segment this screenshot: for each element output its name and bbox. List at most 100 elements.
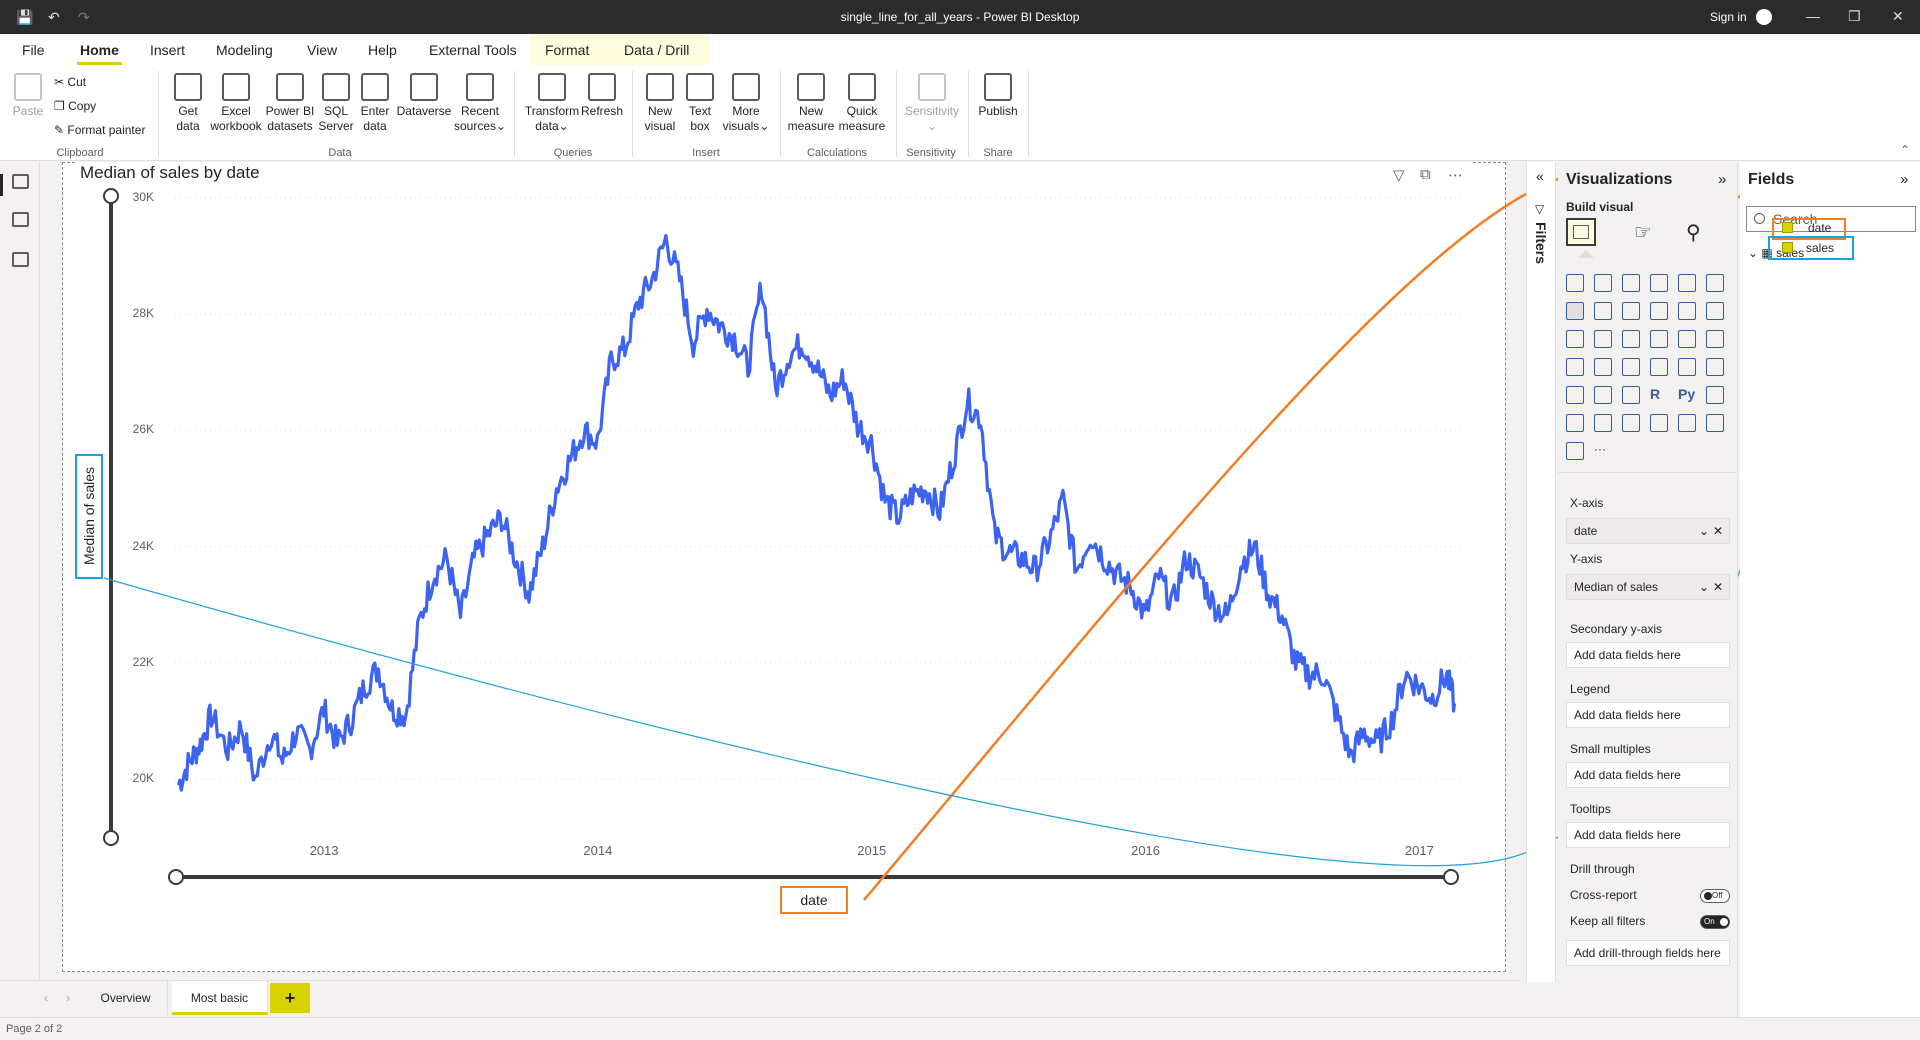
field-date-checkbox[interactable]: [1782, 222, 1793, 233]
visual-type-icon[interactable]: [1566, 414, 1584, 432]
visual-type-icon[interactable]: [1706, 302, 1724, 320]
restore-icon[interactable]: ❐: [1848, 8, 1861, 24]
visual-type-icon[interactable]: [1706, 330, 1724, 348]
menu-format[interactable]: Format: [545, 42, 590, 58]
visual-type-icon[interactable]: [1622, 302, 1640, 320]
visual-type-icon[interactable]: [1566, 386, 1584, 404]
visual-type-icon[interactable]: [1650, 302, 1668, 320]
menu-file[interactable]: File: [22, 42, 45, 58]
focus-mode-icon[interactable]: ⧉: [1420, 166, 1431, 183]
visual-type-icon[interactable]: [1650, 274, 1668, 292]
sensitivity-button[interactable]: Sensitivity ⌄: [900, 73, 964, 134]
format-painter-button[interactable]: ✎ Format painter: [54, 123, 146, 137]
more-options-icon[interactable]: ⋯: [1448, 167, 1463, 184]
minimize-icon[interactable]: —: [1806, 8, 1820, 24]
menu-external-tools[interactable]: External Tools: [429, 42, 517, 58]
small-multiples-well[interactable]: Add data fields here: [1566, 762, 1730, 788]
visual-type-icon[interactable]: [1566, 442, 1584, 460]
secondary-y-well[interactable]: Add data fields here: [1566, 642, 1730, 668]
visual-type-icon[interactable]: [1678, 302, 1696, 320]
menu-home[interactable]: Home: [80, 42, 119, 58]
visual-type-icon[interactable]: [1594, 386, 1612, 404]
text-box-button[interactable]: Text box: [682, 73, 718, 134]
avatar[interactable]: [1756, 9, 1772, 25]
visual-type-icon[interactable]: [1650, 358, 1668, 376]
analytics-icon[interactable]: ⚲: [1686, 222, 1701, 244]
menu-view[interactable]: View: [307, 42, 338, 58]
power-bi-datasets-button[interactable]: Power BI datasets: [264, 73, 316, 134]
collapse-filters-icon[interactable]: «: [1536, 168, 1544, 184]
prev-page-icon[interactable]: ‹: [44, 991, 48, 1005]
x-axis-well[interactable]: date ⌄ ✕: [1566, 518, 1730, 544]
visual-type-icon[interactable]: [1566, 330, 1584, 348]
paste-button[interactable]: Paste: [12, 73, 44, 119]
visual-type-icon[interactable]: [1706, 274, 1724, 292]
tab-most-basic[interactable]: Most basic: [172, 981, 268, 1015]
visual-type-icon[interactable]: [1622, 274, 1640, 292]
y-axis-zoom-handle-top[interactable]: [103, 188, 119, 204]
cross-report-toggle[interactable]: Off: [1700, 889, 1730, 903]
visual-type-icon[interactable]: [1594, 302, 1612, 320]
filters-pane[interactable]: « ▽ Filters: [1526, 162, 1556, 982]
recent-sources-button[interactable]: Recent sources⌄: [454, 73, 506, 134]
sign-in-link[interactable]: Sign in: [1710, 10, 1747, 24]
sql-server-button[interactable]: SQL Server: [316, 73, 356, 134]
x-axis-zoom-handle-left[interactable]: [168, 869, 184, 885]
chevron-down-icon[interactable]: ⌄: [1748, 246, 1759, 260]
visual-type-icon[interactable]: [1622, 386, 1640, 404]
visual-type-icon[interactable]: [1678, 414, 1696, 432]
line-chart-selected-icon[interactable]: [1566, 302, 1584, 320]
menu-insert[interactable]: Insert: [150, 42, 186, 58]
more-visuals-icon[interactable]: ···: [1594, 442, 1606, 456]
field-sales-checkbox[interactable]: [1782, 242, 1793, 253]
menu-modeling[interactable]: Modeling: [216, 42, 273, 58]
copy-button[interactable]: ❐ Copy: [54, 99, 97, 113]
visual-type-icon[interactable]: [1678, 358, 1696, 376]
chevron-down-icon[interactable]: ⌄: [1698, 580, 1709, 594]
visual-type-icon[interactable]: [1622, 330, 1640, 348]
remove-field-icon[interactable]: ✕: [1712, 524, 1723, 538]
tab-overview[interactable]: Overview: [84, 981, 168, 1015]
python-visual-icon[interactable]: Py: [1678, 386, 1696, 402]
undo-icon[interactable]: ↶: [48, 9, 60, 25]
visual-type-icon[interactable]: [1622, 414, 1640, 432]
field-date[interactable]: date: [1808, 221, 1832, 235]
visual-type-icon[interactable]: [1650, 330, 1668, 348]
tooltips-well[interactable]: Add data fields here: [1566, 822, 1730, 848]
more-visuals-button[interactable]: More visuals⌄: [720, 73, 772, 134]
next-page-icon[interactable]: ›: [66, 991, 70, 1005]
redo-icon[interactable]: ↷: [78, 9, 90, 25]
visual-type-icon[interactable]: [1706, 358, 1724, 376]
publish-button[interactable]: Publish: [976, 73, 1020, 119]
legend-well[interactable]: Add data fields here: [1566, 702, 1730, 728]
refresh-button[interactable]: Refresh: [580, 73, 624, 119]
visual-type-icon[interactable]: [1706, 386, 1724, 404]
menu-help[interactable]: Help: [368, 42, 397, 58]
close-icon[interactable]: ✕: [1892, 8, 1904, 24]
format-visual-icon[interactable]: ☞: [1634, 222, 1652, 244]
visual-type-icon[interactable]: [1594, 330, 1612, 348]
add-page-button[interactable]: +: [270, 983, 310, 1013]
visual-type-icon[interactable]: [1650, 414, 1668, 432]
visual-type-icon[interactable]: [1566, 274, 1584, 292]
cut-button[interactable]: ✂ Cut: [54, 75, 87, 89]
visual-type-icon[interactable]: [1594, 274, 1612, 292]
new-visual-button[interactable]: New visual: [640, 73, 680, 134]
filter-icon[interactable]: ▽: [1393, 167, 1405, 184]
drill-through-well[interactable]: Add drill-through fields here: [1566, 940, 1730, 966]
visual-type-icon[interactable]: [1706, 414, 1724, 432]
visual-type-icon[interactable]: [1566, 358, 1584, 376]
get-data-button[interactable]: Get data: [166, 73, 210, 134]
y-axis-well[interactable]: Median of sales ⌄ ✕: [1566, 574, 1730, 600]
y-axis-zoom-handle-bottom[interactable]: [103, 830, 119, 846]
build-visual-tab[interactable]: [1566, 218, 1596, 246]
r-visual-icon[interactable]: R: [1650, 386, 1661, 402]
visual-type-icon[interactable]: [1594, 414, 1612, 432]
data-view-icon[interactable]: [12, 212, 29, 227]
model-view-icon[interactable]: [12, 252, 29, 267]
transform-data-button[interactable]: Transform data⌄: [522, 73, 582, 134]
new-measure-button[interactable]: New measure: [786, 73, 836, 134]
expand-visualizations-icon[interactable]: »: [1718, 171, 1727, 188]
line-chart-visual[interactable]: [75, 162, 1472, 914]
keep-all-filters-toggle[interactable]: On: [1700, 915, 1730, 929]
